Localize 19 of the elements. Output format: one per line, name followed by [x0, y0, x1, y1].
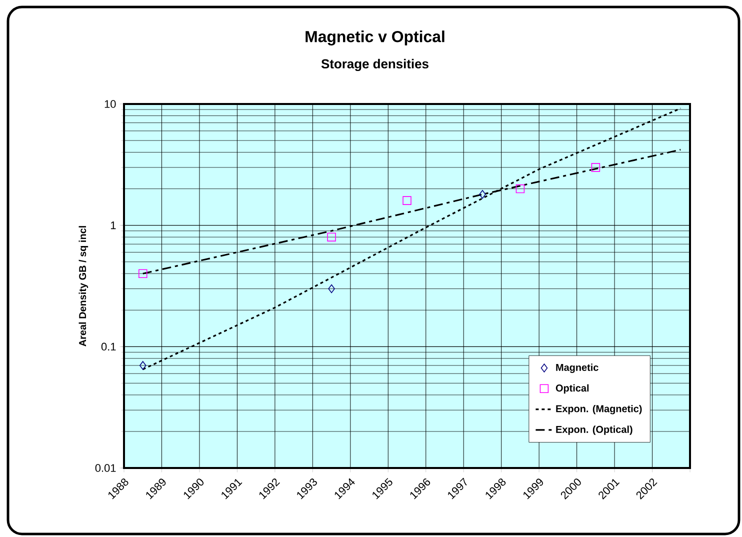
point: [327, 232, 336, 242]
point: [516, 184, 525, 194]
y-tick-label: 1: [110, 222, 116, 230]
y-tick-label: 10: [104, 100, 116, 108]
y-tick-label: 0.1: [101, 342, 116, 351]
point: [591, 163, 600, 172]
legend-label: Optical: [556, 384, 589, 394]
point: [138, 269, 148, 278]
y-axis-title: Areal Density GB / sq incl: [78, 226, 88, 346]
point: [402, 196, 412, 205]
y-tick-label: 0.01: [95, 464, 116, 472]
point: [328, 284, 335, 294]
chart-title: Magnetic v Optical: [306, 30, 444, 46]
chart-subtitle: Storage densities: [321, 58, 428, 72]
legend-label: Magnetic: [556, 364, 598, 373]
legend-label: Expon. (Magnetic): [556, 404, 642, 414]
point: [479, 190, 486, 199]
legend-label: Expon. (Optical): [556, 426, 632, 435]
point: [139, 361, 146, 370]
